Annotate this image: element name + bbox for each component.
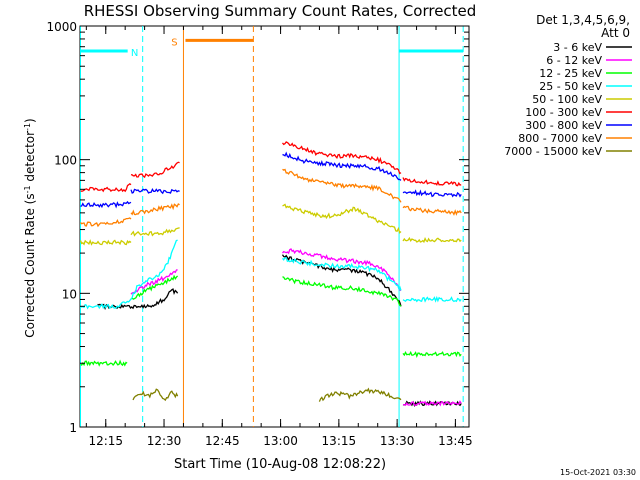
saa-label: S	[171, 37, 177, 48]
legend-label: 7000 - 15000 keV	[504, 145, 602, 158]
legend-label: 6 - 12 keV	[546, 54, 602, 67]
series-line-50-100-kev	[402, 236, 462, 244]
chart-title: RHESSI Observing Summary Count Rates, Co…	[84, 2, 477, 20]
x-tick-label: 13:30	[380, 434, 415, 448]
x-tick-label: 12:15	[88, 434, 123, 448]
series-line-6-12-kev	[282, 248, 402, 292]
y-axis-label-sup1: -1	[23, 185, 32, 193]
legend-label: 300 - 800 keV	[525, 119, 602, 132]
series-line-300-800-kev	[80, 200, 132, 209]
x-axis-ticks: 12:15 12:30 12:45 13:00 13:15 13:30 13:45	[85, 26, 473, 448]
series-line-6-12-kev	[130, 269, 178, 295]
series-line-800-7000-kev	[282, 168, 402, 203]
legend-label: 25 - 50 keV	[539, 80, 602, 93]
x-axis-label: Start Time (10-Aug-08 12:08:22)	[174, 457, 386, 472]
legend-header-attenuator: Att 0	[601, 26, 630, 40]
series-line-25-50-kev	[281, 256, 402, 292]
y-axis-label: Corrected Count Rate (s-1 detector-1)	[23, 118, 38, 337]
series-line-50-100-kev	[79, 239, 132, 246]
plot-frame	[79, 25, 470, 428]
series-line-50-100-kev	[130, 227, 180, 237]
series-line-25-50-kev	[80, 239, 178, 310]
legend-label: 12 - 25 keV	[539, 67, 602, 80]
observing-markers: NS	[80, 26, 464, 427]
series-line-12-25-kev	[80, 359, 128, 367]
series-line-100-300-kev	[130, 161, 180, 179]
series-line-100-300-kev	[402, 177, 462, 187]
series-lines	[79, 141, 462, 408]
series-line-12-25-kev	[282, 276, 402, 307]
x-tick-label: 13:45	[438, 434, 473, 448]
y-tick-label: 100	[54, 154, 77, 168]
y-tick-label: 1000	[46, 20, 77, 34]
series-line-100-300-kev	[80, 182, 132, 193]
legend-label: 800 - 7000 keV	[518, 132, 602, 145]
legend-label: 100 - 300 keV	[525, 106, 602, 119]
series-line-7000-15000-kev	[132, 388, 179, 402]
y-axis-label-end: )	[23, 118, 37, 123]
x-tick-label: 13:00	[263, 434, 298, 448]
x-tick-label: 12:30	[147, 434, 182, 448]
series-line-3-6-kev	[281, 254, 402, 307]
series-line-100-300-kev	[281, 141, 402, 175]
night-label: N	[131, 48, 138, 59]
x-tick-label: 13:15	[322, 434, 357, 448]
series-line-12-25-kev	[130, 274, 179, 300]
series-line-800-7000-kev	[80, 217, 132, 228]
series-line-6-12-kev	[402, 400, 462, 407]
series-line-12-25-kev	[402, 350, 462, 358]
y-axis-label-main: Corrected Count Rate (s	[23, 193, 37, 337]
x-tick-label: 12:45	[205, 434, 240, 448]
series-line-300-800-kev	[282, 151, 402, 181]
series-line-800-7000-kev	[130, 203, 180, 216]
legend-header-detectors: Det 1,3,4,5,6,9,	[536, 13, 630, 27]
plot-area: NS	[79, 25, 470, 428]
y-tick-label: 10	[62, 287, 77, 301]
y-axis-label-mid: detector	[23, 131, 37, 186]
legend-label: 3 - 6 keV	[553, 41, 602, 54]
series-line-7000-15000-kev	[318, 387, 402, 402]
generated-timestamp: 15-Oct-2021 03:30	[560, 468, 636, 477]
y-axis-ticks: 1 10 100 1000	[46, 20, 469, 435]
series-line-50-100-kev	[282, 203, 402, 234]
series-line-800-7000-kev	[402, 205, 462, 216]
y-tick-label: 1	[69, 421, 77, 435]
y-axis-label-sup2: -1	[23, 123, 32, 131]
series-line-25-50-kev	[402, 295, 462, 303]
legend-label: 50 - 100 keV	[532, 93, 602, 106]
series-line-300-800-kev	[130, 188, 180, 195]
series-line-300-800-kev	[402, 189, 462, 198]
